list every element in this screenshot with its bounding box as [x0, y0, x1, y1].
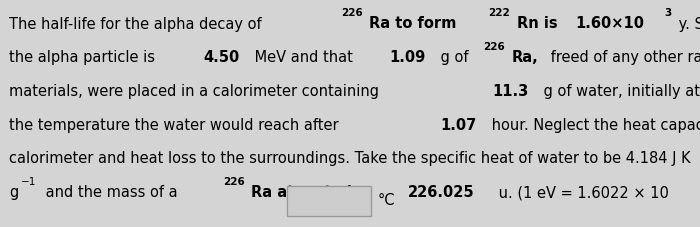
Text: 1.09: 1.09 [389, 50, 425, 65]
Text: the temperature the water would reach after: the temperature the water would reach af… [9, 117, 344, 132]
Text: °C: °C [378, 192, 395, 207]
Text: y. Suppose the energy of: y. Suppose the energy of [674, 16, 700, 31]
Text: the alpha particle is: the alpha particle is [9, 50, 160, 65]
Text: u. (1 eV = 1.6022 × 10: u. (1 eV = 1.6022 × 10 [494, 184, 668, 199]
Text: Ra atom to be: Ra atom to be [251, 184, 372, 199]
Text: and the mass of a: and the mass of a [41, 184, 182, 199]
Text: 226.025: 226.025 [408, 184, 475, 199]
Text: −1: −1 [21, 176, 36, 186]
Text: g of: g of [435, 50, 472, 65]
Text: 3: 3 [664, 8, 672, 18]
Text: 222: 222 [489, 8, 510, 18]
Text: g of water, initially at: g of water, initially at [539, 84, 700, 99]
Text: 4.50: 4.50 [204, 50, 239, 65]
Text: Ra,: Ra, [512, 50, 538, 65]
Text: 226: 226 [223, 176, 245, 186]
Text: 226: 226 [341, 8, 363, 18]
Text: materials, were placed in a calorimeter containing: materials, were placed in a calorimeter … [9, 84, 384, 99]
FancyBboxPatch shape [287, 186, 371, 216]
Text: 226: 226 [484, 42, 505, 52]
Text: Ra to form: Ra to form [369, 16, 461, 31]
Text: g: g [9, 184, 18, 199]
Text: 1.60×10: 1.60×10 [575, 16, 645, 31]
Text: hour. Neglect the heat capacity of the: hour. Neglect the heat capacity of the [487, 117, 700, 132]
Text: calorimeter and heat loss to the surroundings. Take the specific heat of water t: calorimeter and heat loss to the surroun… [9, 151, 691, 166]
Text: 11.3: 11.3 [493, 84, 528, 99]
Text: The half-life for the alpha decay of: The half-life for the alpha decay of [9, 16, 266, 31]
Text: Rn is: Rn is [517, 16, 562, 31]
Text: freed of any other radioactive: freed of any other radioactive [546, 50, 700, 65]
Text: MeV and that: MeV and that [250, 50, 358, 65]
Text: 1.07: 1.07 [440, 117, 477, 132]
